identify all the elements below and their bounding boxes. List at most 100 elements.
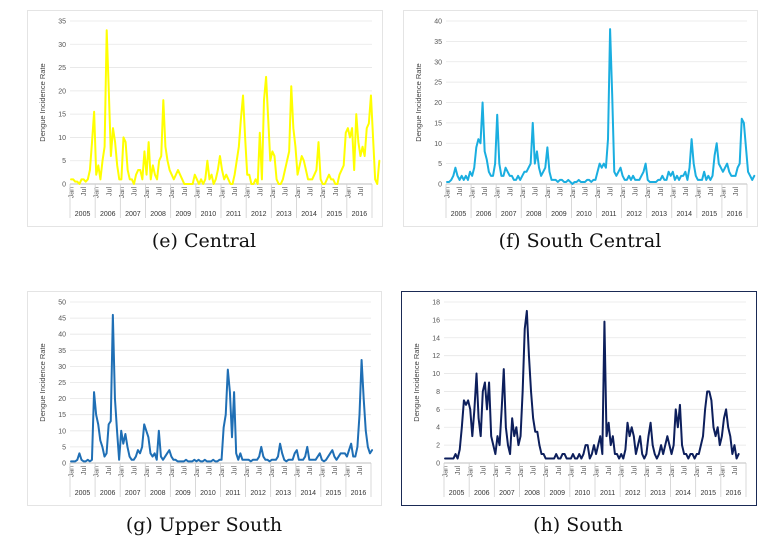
data-point xyxy=(346,455,348,458)
data-point xyxy=(289,459,292,461)
data-point xyxy=(601,453,603,455)
caption-south-central: (f) South Central xyxy=(498,230,662,252)
data-point xyxy=(481,101,484,104)
data-point xyxy=(299,164,301,166)
data-point xyxy=(528,355,530,357)
data-point xyxy=(158,160,160,162)
data-point xyxy=(279,443,281,445)
data-point xyxy=(286,160,288,162)
y-tick-label: 10 xyxy=(434,141,442,148)
x-year-label: 2007 xyxy=(125,490,141,497)
data-point xyxy=(525,171,528,173)
x-year-label: 2007 xyxy=(501,211,517,218)
data-point xyxy=(589,457,591,460)
x-month-tick-label: Jul xyxy=(207,187,214,196)
x-year-label: 2012 xyxy=(250,490,266,497)
data-point xyxy=(335,459,338,461)
data-point xyxy=(340,452,342,454)
data-point xyxy=(574,457,576,460)
data-point xyxy=(664,444,666,446)
data-point xyxy=(195,460,198,462)
data-point xyxy=(156,178,158,180)
data-point xyxy=(643,457,645,460)
data-point xyxy=(99,178,102,180)
data-point xyxy=(248,459,250,461)
data-point xyxy=(116,430,118,432)
data-point xyxy=(118,178,120,180)
data-point xyxy=(475,372,478,375)
data-point xyxy=(147,436,149,438)
data-point xyxy=(281,452,283,454)
y-tick-label: 45 xyxy=(58,316,66,323)
data-point xyxy=(124,141,127,143)
data-point xyxy=(607,138,609,140)
data-point xyxy=(244,136,246,139)
data-point xyxy=(613,171,615,173)
data-point xyxy=(93,111,95,113)
y-tick-label: 8 xyxy=(436,389,440,396)
x-year-label: 2008 xyxy=(150,211,166,218)
data-point xyxy=(72,460,74,462)
data-point xyxy=(698,453,700,455)
data-point xyxy=(612,435,614,437)
data-point xyxy=(753,175,755,177)
data-point xyxy=(723,417,725,419)
x-month-tick-label: Jul xyxy=(81,187,88,196)
data-point xyxy=(294,146,297,148)
x-month-tick-label: Jan xyxy=(245,187,252,198)
x-month-tick-label: Jul xyxy=(532,187,539,196)
data-point xyxy=(122,443,124,445)
data-point xyxy=(605,167,607,169)
data-point xyxy=(743,122,745,124)
chart-panel-upper-south: 0 5 10 15 20 25 30 35 40 45 50 Dengue Incidence Rat… xyxy=(27,291,382,506)
data-point xyxy=(513,435,515,437)
data-point xyxy=(473,408,476,410)
data-point xyxy=(576,457,578,460)
data-point xyxy=(738,453,740,455)
data-point xyxy=(149,452,152,454)
data-point xyxy=(536,431,538,433)
x-year-label: 2015 xyxy=(326,490,342,497)
data-point xyxy=(534,163,536,165)
data-point xyxy=(668,171,670,173)
data-point xyxy=(461,426,463,428)
data-point xyxy=(498,163,500,165)
data-point xyxy=(714,154,716,157)
data-point xyxy=(322,183,324,185)
x-month-tick-label: Jan xyxy=(470,187,477,198)
data-point xyxy=(200,460,202,462)
data-point xyxy=(141,178,143,180)
data-point xyxy=(532,122,534,124)
data-point xyxy=(112,314,114,316)
data-point xyxy=(459,448,461,451)
data-point xyxy=(101,160,104,162)
data-point xyxy=(354,455,356,458)
data-point xyxy=(691,453,694,455)
data-point xyxy=(587,444,589,446)
data-point xyxy=(618,457,620,460)
data-point xyxy=(275,459,277,461)
data-point xyxy=(561,179,563,181)
data-point xyxy=(465,175,467,177)
data-point xyxy=(638,179,640,181)
x-year-label: 2009 xyxy=(551,211,567,218)
data-point xyxy=(331,449,333,451)
data-point xyxy=(465,404,467,406)
data-point xyxy=(151,455,154,458)
data-point xyxy=(166,452,168,454)
data-point xyxy=(478,417,480,419)
data-point xyxy=(239,452,241,454)
data-point xyxy=(139,452,141,454)
data-point xyxy=(206,160,208,162)
data-point xyxy=(243,459,246,461)
data-point xyxy=(358,414,361,416)
y-tick-label: 40 xyxy=(58,332,66,339)
data-point xyxy=(330,178,332,180)
x-month-tick-label: Jan xyxy=(495,187,502,198)
data-point xyxy=(475,146,477,148)
data-point xyxy=(729,435,731,437)
data-point xyxy=(608,422,610,424)
x-month-tick-label: Jul xyxy=(357,466,364,475)
y-tick-label: 25 xyxy=(58,380,66,387)
x-month-tick-label: Jan xyxy=(144,466,151,477)
